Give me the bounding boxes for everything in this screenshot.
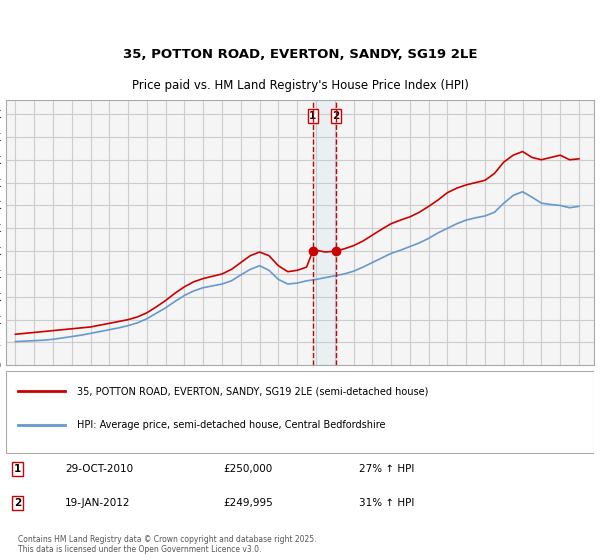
Text: 31% ↑ HPI: 31% ↑ HPI bbox=[359, 498, 414, 508]
Text: Contains HM Land Registry data © Crown copyright and database right 2025.
This d: Contains HM Land Registry data © Crown c… bbox=[18, 535, 316, 554]
Text: 2: 2 bbox=[14, 498, 22, 508]
Text: 35, POTTON ROAD, EVERTON, SANDY, SG19 2LE: 35, POTTON ROAD, EVERTON, SANDY, SG19 2L… bbox=[123, 48, 477, 62]
FancyBboxPatch shape bbox=[6, 371, 594, 454]
Text: 19-JAN-2012: 19-JAN-2012 bbox=[65, 498, 130, 508]
Text: £250,000: £250,000 bbox=[224, 464, 273, 474]
Text: HPI: Average price, semi-detached house, Central Bedfordshire: HPI: Average price, semi-detached house,… bbox=[77, 420, 385, 430]
Bar bbox=[313, 100, 335, 365]
Text: 35, POTTON ROAD, EVERTON, SANDY, SG19 2LE (semi-detached house): 35, POTTON ROAD, EVERTON, SANDY, SG19 2L… bbox=[77, 386, 428, 396]
Text: 1: 1 bbox=[14, 464, 22, 474]
Text: 2: 2 bbox=[332, 111, 340, 121]
Text: 27% ↑ HPI: 27% ↑ HPI bbox=[359, 464, 414, 474]
Text: 29-OCT-2010: 29-OCT-2010 bbox=[65, 464, 133, 474]
Text: £249,995: £249,995 bbox=[224, 498, 274, 508]
Text: 1: 1 bbox=[309, 111, 316, 121]
Text: Price paid vs. HM Land Registry's House Price Index (HPI): Price paid vs. HM Land Registry's House … bbox=[131, 79, 469, 92]
